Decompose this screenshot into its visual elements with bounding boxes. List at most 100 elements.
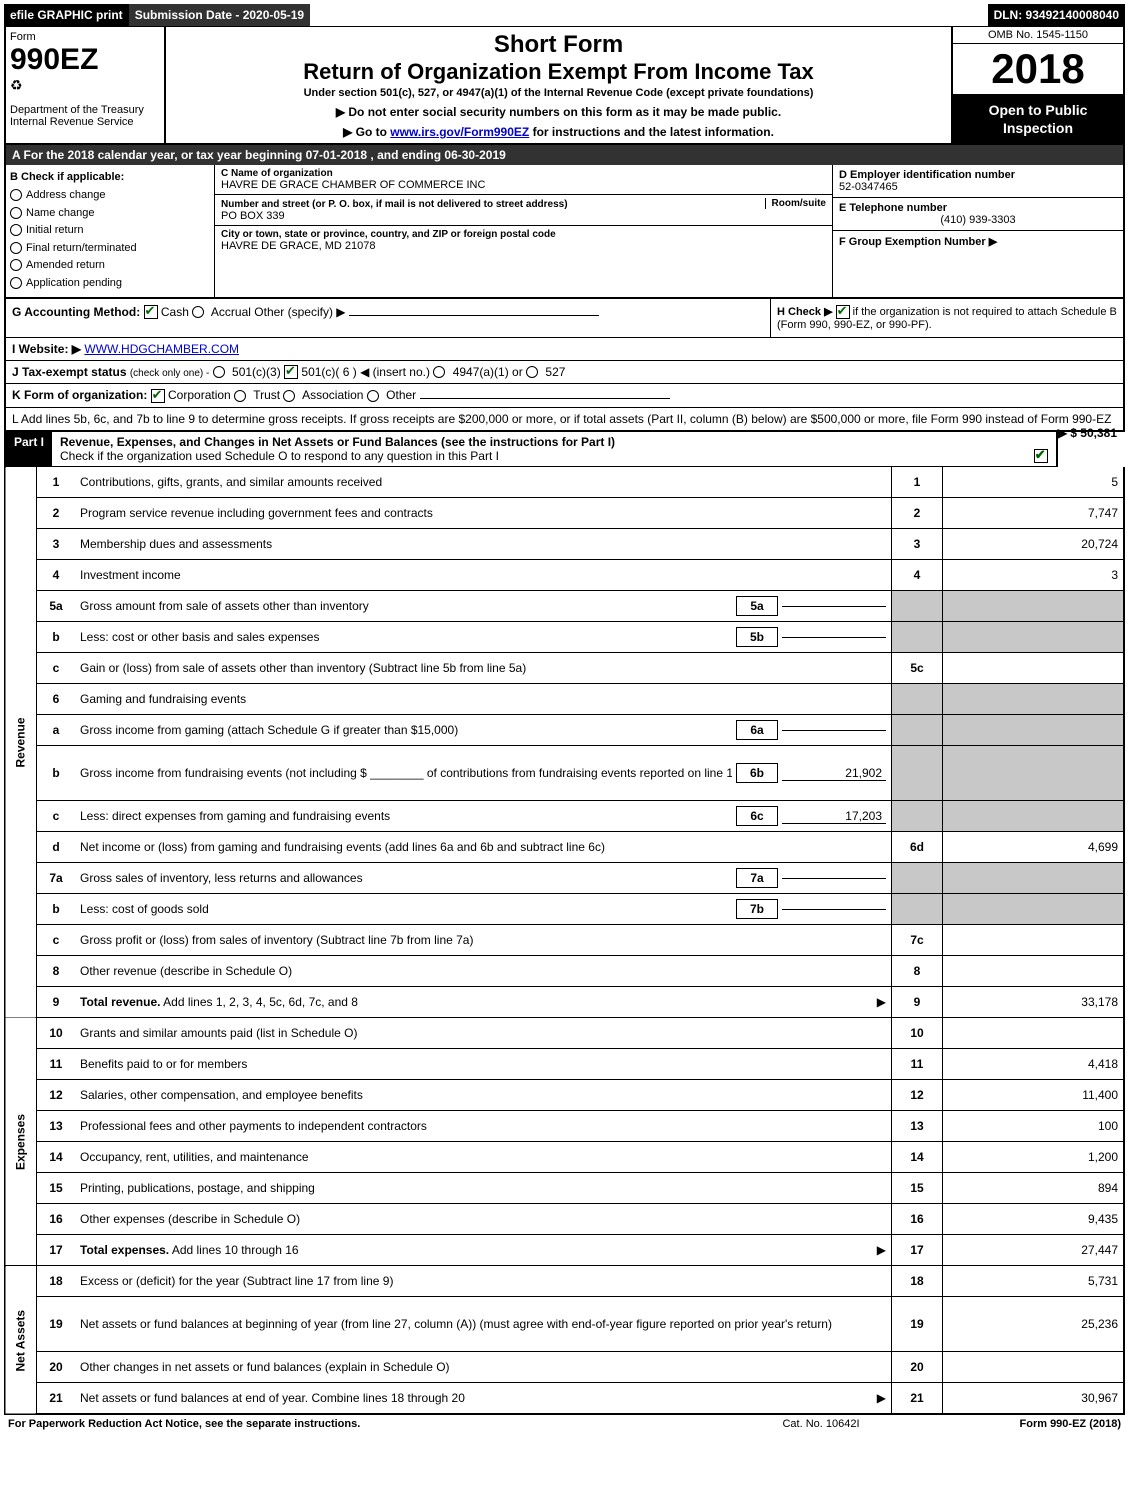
line-box: 16: [892, 1204, 943, 1235]
line-description: Net assets or fund balances at end of ye…: [75, 1383, 892, 1415]
line-box-shaded: [892, 863, 943, 894]
radio-accrual[interactable]: [192, 306, 204, 318]
col-c: C Name of organization HAVRE DE GRACE CH…: [215, 165, 832, 296]
line-box-shaded: [892, 746, 943, 801]
checkbox-cash[interactable]: [144, 305, 158, 319]
radio-icon[interactable]: [10, 224, 22, 236]
line-number: 3: [37, 529, 76, 560]
line-description: Gross sales of inventory, less returns a…: [75, 863, 892, 894]
line-box: 9: [892, 987, 943, 1018]
radio-icon[interactable]: [10, 242, 22, 254]
line-number: c: [37, 801, 76, 832]
line-box: 20: [892, 1352, 943, 1383]
other-blank[interactable]: [349, 315, 599, 316]
return-title: Return of Organization Exempt From Incom…: [174, 59, 943, 85]
table-row: 5aGross amount from sale of assets other…: [5, 591, 1124, 622]
radio-527[interactable]: [526, 366, 538, 378]
line-description: Salaries, other compensation, and employ…: [75, 1080, 892, 1111]
table-row: Expenses10Grants and similar amounts pai…: [5, 1018, 1124, 1049]
i-website-row: I Website: ▶ WWW.HDGCHAMBER.COM: [4, 338, 1125, 361]
table-row: 8Other revenue (describe in Schedule O)8: [5, 956, 1124, 987]
line-number: 12: [37, 1080, 76, 1111]
b-check-if: B Check if applicable:: [10, 169, 210, 187]
line-number: 2: [37, 498, 76, 529]
line-amount: 894: [943, 1173, 1125, 1204]
line-description: Program service revenue including govern…: [75, 498, 892, 529]
k-other-blank[interactable]: [420, 398, 670, 399]
room-lbl: Room/suite: [765, 198, 826, 209]
c-city: HAVRE DE GRACE, MD 21078: [221, 240, 826, 252]
line-amount: 27,447: [943, 1235, 1125, 1266]
table-row: 14Occupancy, rent, utilities, and mainte…: [5, 1142, 1124, 1173]
table-row: cGain or (loss) from sale of assets othe…: [5, 653, 1124, 684]
header-left: Form 990EZ ♻ Department of the Treasury …: [6, 27, 166, 143]
line-amount: 20,724: [943, 529, 1125, 560]
radio-501c3[interactable]: [213, 366, 225, 378]
line-description: Other changes in net assets or fund bala…: [75, 1352, 892, 1383]
table-row: 13Professional fees and other payments t…: [5, 1111, 1124, 1142]
table-row: 4Investment income43: [5, 560, 1124, 591]
part1-lines-table: Revenue1Contributions, gifts, grants, an…: [4, 467, 1125, 1415]
part1-label: Part I: [6, 432, 52, 466]
do-not-enter: ▶ Do not enter social security numbers o…: [174, 105, 943, 119]
short-form-title: Short Form: [174, 31, 943, 59]
table-row: 9Total revenue. Add lines 1, 2, 3, 4, 5c…: [5, 987, 1124, 1018]
line-amt-shaded: [943, 894, 1125, 925]
line-number: 7a: [37, 863, 76, 894]
checkbox-schedule-o[interactable]: [1034, 449, 1048, 463]
radio-trust[interactable]: [234, 390, 246, 402]
c-name-lbl: C Name of organization: [221, 168, 826, 179]
line-number: c: [37, 925, 76, 956]
table-row: aGross income from gaming (attach Schedu…: [5, 715, 1124, 746]
line-description: Grants and similar amounts paid (list in…: [75, 1018, 892, 1049]
line-amount: [943, 653, 1125, 684]
dln-label: DLN: 93492140008040: [988, 4, 1125, 26]
radio-assoc[interactable]: [283, 390, 295, 402]
line-amount: 9,435: [943, 1204, 1125, 1235]
irs-link[interactable]: www.irs.gov/Form990EZ: [390, 125, 529, 139]
g-lbl: G Accounting Method:: [12, 305, 140, 319]
radio-icon[interactable]: [10, 259, 22, 271]
line-amount: [943, 956, 1125, 987]
line-box: 17: [892, 1235, 943, 1266]
checkbox-corp[interactable]: [151, 389, 165, 403]
table-row: dNet income or (loss) from gaming and fu…: [5, 832, 1124, 863]
b-amended: Amended return: [10, 257, 210, 275]
radio-icon[interactable]: [10, 277, 22, 289]
line-number: 8: [37, 956, 76, 987]
submission-date: Submission Date - 2020-05-19: [129, 4, 310, 26]
line-number: 6: [37, 684, 76, 715]
d-lbl: D Employer identification number: [839, 169, 1117, 181]
table-row: 20Other changes in net assets or fund ba…: [5, 1352, 1124, 1383]
entity-block: B Check if applicable: Address change Na…: [4, 165, 1125, 298]
line-description: Contributions, gifts, grants, and simila…: [75, 467, 892, 498]
header-center: Short Form Return of Organization Exempt…: [166, 27, 951, 143]
radio-4947[interactable]: [433, 366, 445, 378]
b-pending: Application pending: [10, 275, 210, 293]
line-box-shaded: [892, 715, 943, 746]
line-number: 16: [37, 1204, 76, 1235]
checkbox-h[interactable]: [836, 305, 850, 319]
line-amount: 1,200: [943, 1142, 1125, 1173]
c-city-row: City or town, state or province, country…: [215, 226, 832, 255]
line-description: Printing, publications, postage, and shi…: [75, 1173, 892, 1204]
line-amount: 11,400: [943, 1080, 1125, 1111]
radio-icon[interactable]: [10, 189, 22, 201]
line-description: Net assets or fund balances at beginning…: [75, 1297, 892, 1352]
e-phone-row: E Telephone number (410) 939-3303: [833, 198, 1123, 231]
period-end: 06-30-2019: [444, 148, 505, 162]
line-amount: [943, 1352, 1125, 1383]
line-description: Benefits paid to or for members: [75, 1049, 892, 1080]
line-number: b: [37, 746, 76, 801]
period-begin: 07-01-2018: [306, 148, 367, 162]
form-word: Form: [10, 31, 160, 43]
line-description: Membership dues and assessments: [75, 529, 892, 560]
radio-icon[interactable]: [10, 207, 22, 219]
table-row: bLess: cost of goods sold7b: [5, 894, 1124, 925]
radio-other[interactable]: [367, 390, 379, 402]
line-number: b: [37, 622, 76, 653]
checkbox-501c[interactable]: [284, 365, 298, 379]
c-name: HAVRE DE GRACE CHAMBER OF COMMERCE INC: [221, 179, 826, 191]
line-number: 19: [37, 1297, 76, 1352]
website-link[interactable]: WWW.HDGCHAMBER.COM: [84, 342, 239, 356]
